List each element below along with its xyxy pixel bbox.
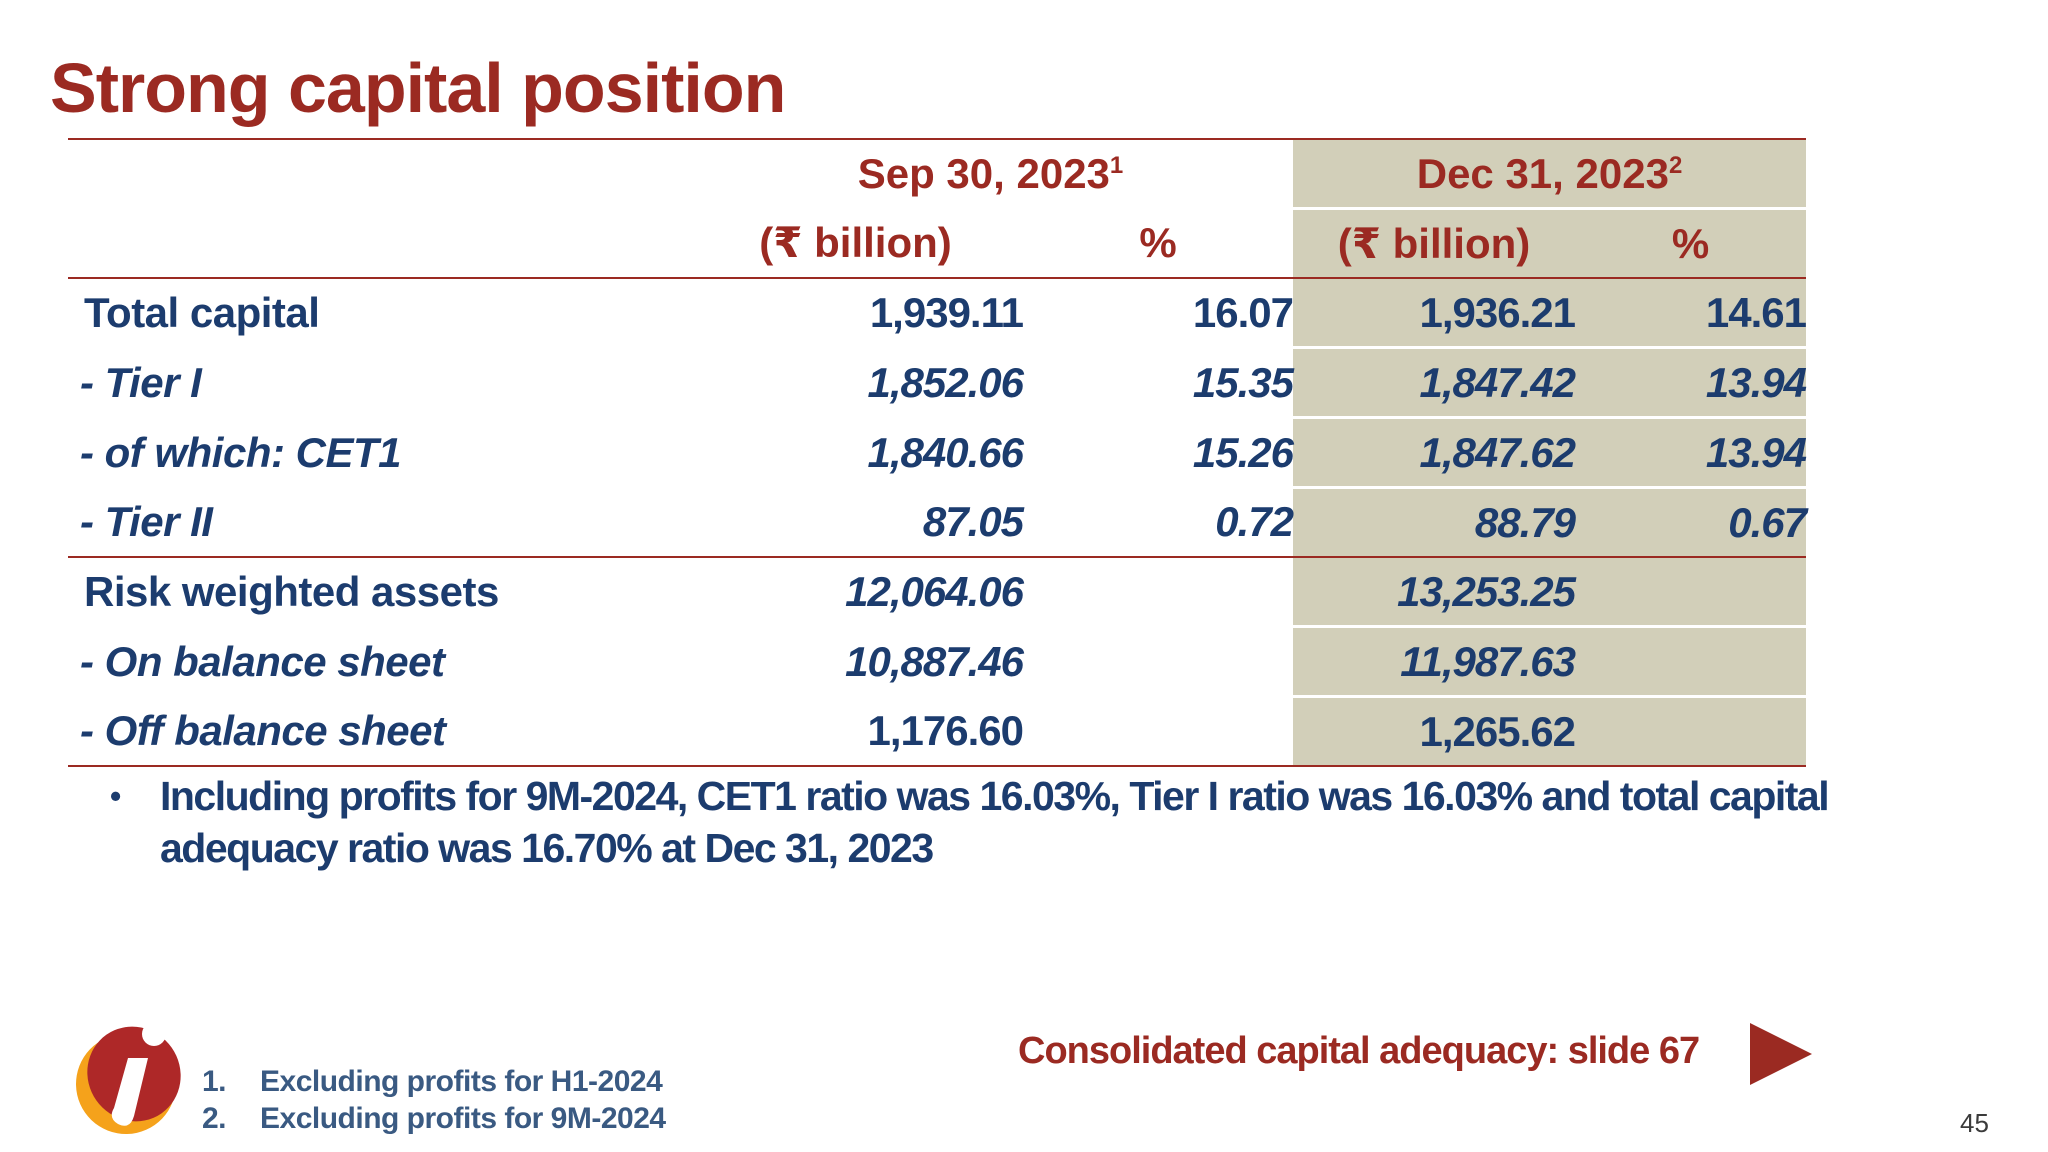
dec-billion-value: 1,936.21 [1293, 278, 1576, 348]
header-dec-billion: (₹ billion) [1293, 207, 1576, 279]
header-row-dates: Sep 30, 20231 Dec 31, 20232 [68, 138, 1807, 209]
sep-billion-value: 1,176.60 [688, 696, 1024, 767]
right-triangle-arrow-icon[interactable] [1750, 1023, 1812, 1085]
dec-percent-value [1575, 557, 1807, 627]
row-label: Risk weighted assets [84, 568, 499, 616]
sep-billion-value: 87.05 [688, 487, 1024, 558]
header-sep-billion: (₹ billion) [688, 208, 1023, 279]
dec-billion-value: 88.79 [1293, 486, 1576, 558]
sep-billion-value: 1,840.66 [867, 428, 1025, 476]
sep-percent-value: 15.35 [1192, 358, 1294, 406]
sep-percent-value: 16.07 [1192, 289, 1294, 337]
table-row: - Tier II 87.05 0.72 88.79 0.67 [68, 486, 1807, 558]
dec-percent-value: 14.61 [1575, 278, 1807, 348]
slide-reference-link[interactable]: Consolidated capital adequacy: slide 67 [1018, 1030, 1700, 1072]
bullet-text: Including profits for 9M-2024, CET1 rati… [160, 773, 1830, 871]
row-label: - Tier I [80, 358, 202, 406]
header-sep-2023: Sep 30, 20231 [688, 138, 1294, 209]
capital-table: Sep 30, 20231 Dec 31, 20232 (₹ billion) … [68, 138, 1807, 767]
table-row: - of which: CET1 1,840.66 15.26 1,847.62… [68, 416, 1807, 488]
header-sep-percent: % [1023, 208, 1294, 279]
sep-percent-value: 15.26 [1192, 428, 1294, 476]
dec-billion-value: 11,987.63 [1293, 625, 1576, 697]
header-dec-percent: % [1575, 207, 1807, 279]
footnote-2: 2. Excluding profits for 9M-2024 [202, 1102, 666, 1135]
row-label: Total capital [84, 289, 320, 337]
footnotes: 1. Excluding profits for H1-2024 2. Exclud… [202, 1063, 666, 1137]
table-row: Risk weighted assets 12,064.06 13,253.25 [68, 557, 1807, 627]
dec-percent-value [1575, 625, 1807, 697]
row-label: - On balance sheet [80, 637, 445, 685]
table-row: - On balance sheet 10,887.46 11,987.63 [68, 625, 1807, 697]
dec-percent-value [1575, 695, 1807, 767]
sep-billion-value: 10,887.46 [845, 637, 1024, 685]
dec-billion-value: 1,847.42 [1293, 346, 1576, 418]
row-label: - Off balance sheet [68, 696, 688, 767]
footnote-1: 1. Excluding profits for H1-2024 [202, 1065, 663, 1098]
dec-billion-value: 13,253.25 [1293, 557, 1576, 627]
row-label: - of which: CET1 [80, 428, 402, 476]
sep-billion-value: 1,852.06 [867, 358, 1025, 406]
dec-percent-value: 13.94 [1575, 416, 1807, 488]
dec-percent-value: 0.67 [1575, 486, 1807, 558]
sep-billion-value: 12,064.06 [845, 568, 1024, 616]
bullet-point: • Including profits for 9M-2024, CET1 ra… [110, 770, 1910, 874]
dec-percent-value: 13.94 [1575, 346, 1807, 418]
sep-percent-value [1023, 627, 1293, 697]
sep-percent-value: 0.72 [1023, 487, 1294, 558]
header-row-units: (₹ billion) % (₹ billion) % [68, 207, 1807, 279]
page-number: 45 [1960, 1108, 1989, 1138]
bullet-dot-icon: • [110, 778, 121, 814]
dec-billion-value: 1,847.62 [1293, 416, 1576, 488]
dec-billion-value: 1,265.62 [1293, 695, 1576, 767]
table-row: - Off balance sheet 1,176.60 1,265.62 [68, 695, 1807, 767]
sep-percent-value [1023, 557, 1293, 627]
sep-percent-value [1023, 696, 1294, 767]
header-dec-2023: Dec 31, 20232 [1293, 138, 1807, 209]
table-row: Total capital 1,939.11 16.07 1,936.21 14… [68, 278, 1807, 348]
page-title: Strong capital position [50, 49, 786, 127]
table-row: - Tier I 1,852.06 15.35 1,847.42 13.94 [68, 346, 1807, 418]
icici-logo-icon [76, 1022, 181, 1134]
sep-billion-value: 1,939.11 [869, 289, 1024, 337]
row-label: - Tier II [68, 487, 688, 558]
